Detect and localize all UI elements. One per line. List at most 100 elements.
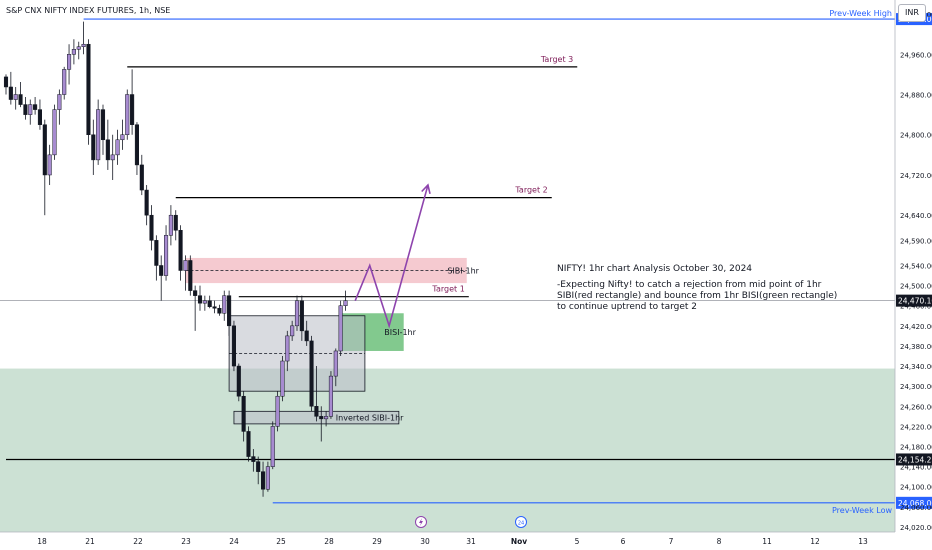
candle	[125, 94, 130, 135]
candle	[343, 300, 348, 306]
candle	[285, 335, 290, 362]
candle	[299, 300, 304, 332]
y-tick-label: 24,420.00	[900, 323, 932, 331]
candle	[280, 360, 285, 397]
candle	[96, 109, 101, 161]
candle	[193, 290, 198, 296]
candle	[81, 43, 86, 47]
x-tick-label: 18	[37, 537, 47, 546]
candle	[105, 139, 110, 161]
candle	[8, 86, 13, 100]
candle	[120, 134, 125, 141]
analysis-title: NIFTY! 1hr chart Analysis October 30, 20…	[557, 264, 753, 274]
candle	[139, 164, 144, 191]
candle	[236, 365, 241, 397]
y-tick-label: 24,540.00	[900, 262, 932, 270]
x-tick-label: 24	[229, 537, 239, 546]
candle	[314, 406, 319, 417]
candle	[197, 295, 203, 304]
x-tick-label: 7	[669, 537, 674, 546]
y-tick-label: 24,180.00	[900, 444, 932, 452]
price-tag-5: 24,068.00	[898, 499, 932, 508]
x-tick-label: 29	[372, 537, 382, 546]
candle	[100, 109, 106, 141]
currency-button[interactable]: INR	[898, 4, 926, 22]
level-label-0: Prev-Week High	[829, 9, 892, 18]
candle	[183, 260, 188, 271]
level-label-1: Target 3	[540, 55, 573, 64]
y-tick-label: 24,060.00	[900, 504, 932, 512]
candle	[47, 154, 52, 176]
x-tick-label: 13	[858, 537, 868, 546]
candle	[173, 214, 178, 231]
y-tick-label: 24,460.00	[900, 303, 932, 311]
candle	[324, 416, 329, 420]
candle	[76, 46, 81, 50]
lightning-glyph	[419, 518, 423, 526]
y-tick-label: 24,800.00	[900, 132, 932, 140]
candle	[134, 124, 139, 166]
candle	[207, 300, 212, 307]
x-tick-label: 5	[575, 537, 580, 546]
price-tag-bg-4	[896, 453, 932, 466]
candle	[275, 395, 280, 427]
x-tick-label: 31	[466, 537, 476, 546]
candle	[57, 94, 62, 110]
x-tick-label: 21	[85, 537, 95, 546]
candle	[265, 466, 270, 490]
candle	[241, 395, 246, 432]
y-tick-label: 24,300.00	[900, 383, 932, 391]
y-tick-label: 24,640.00	[900, 212, 932, 220]
candle	[115, 139, 120, 156]
analysis-body: -Expecting Nifty! to catch a rejection f…	[557, 280, 838, 312]
candle	[333, 350, 338, 377]
candle	[52, 109, 57, 156]
candle	[159, 265, 164, 276]
y-tick-label: 24,960.00	[900, 51, 932, 59]
price-tag-bg-5	[896, 496, 932, 509]
candle	[18, 94, 23, 105]
candle	[149, 214, 154, 241]
y-tick-label: 24,590.00	[900, 237, 932, 245]
candle	[251, 456, 256, 462]
candle	[62, 69, 67, 95]
level-label-5: Prev-Week Low	[832, 506, 892, 515]
candle	[304, 330, 309, 342]
y-tick-label: 24,500.00	[900, 283, 932, 291]
candle	[144, 189, 149, 216]
candle	[294, 300, 300, 327]
y-tick-label: 24,140.00	[900, 464, 932, 472]
candle	[246, 431, 251, 457]
candle	[319, 416, 324, 420]
candle	[154, 240, 159, 266]
x-tick-label: 28	[324, 537, 334, 546]
projection-arrow	[354, 184, 429, 329]
candle	[222, 295, 227, 314]
y-tick-label: 24,880.00	[900, 92, 932, 100]
x-tick-label: 8	[717, 537, 722, 546]
zone-label-3: Inverted SIBI-1hr	[336, 414, 404, 423]
candle	[212, 306, 217, 309]
candle	[3, 76, 9, 88]
candle	[309, 340, 314, 407]
candle	[28, 104, 33, 115]
level-label-2: Target 2	[514, 186, 547, 195]
price-tag-4: 24,154.25	[898, 455, 932, 464]
candle	[270, 426, 275, 467]
zone-label-0: SIBI-1hr	[447, 267, 479, 276]
candle	[290, 325, 295, 337]
candle	[33, 104, 38, 110]
x-tick-label: 11	[762, 537, 772, 546]
candle	[91, 134, 96, 161]
x-tick-label: 6	[621, 537, 626, 546]
analysis-note: NIFTY! 1hr chart Analysis October 30, 20…	[557, 264, 847, 318]
candle	[86, 43, 91, 135]
candle	[227, 295, 232, 327]
candle	[188, 260, 193, 291]
candle	[217, 307, 222, 314]
candle	[231, 325, 236, 367]
y-tick-label: 24,340.00	[900, 363, 932, 371]
candle	[13, 94, 18, 100]
